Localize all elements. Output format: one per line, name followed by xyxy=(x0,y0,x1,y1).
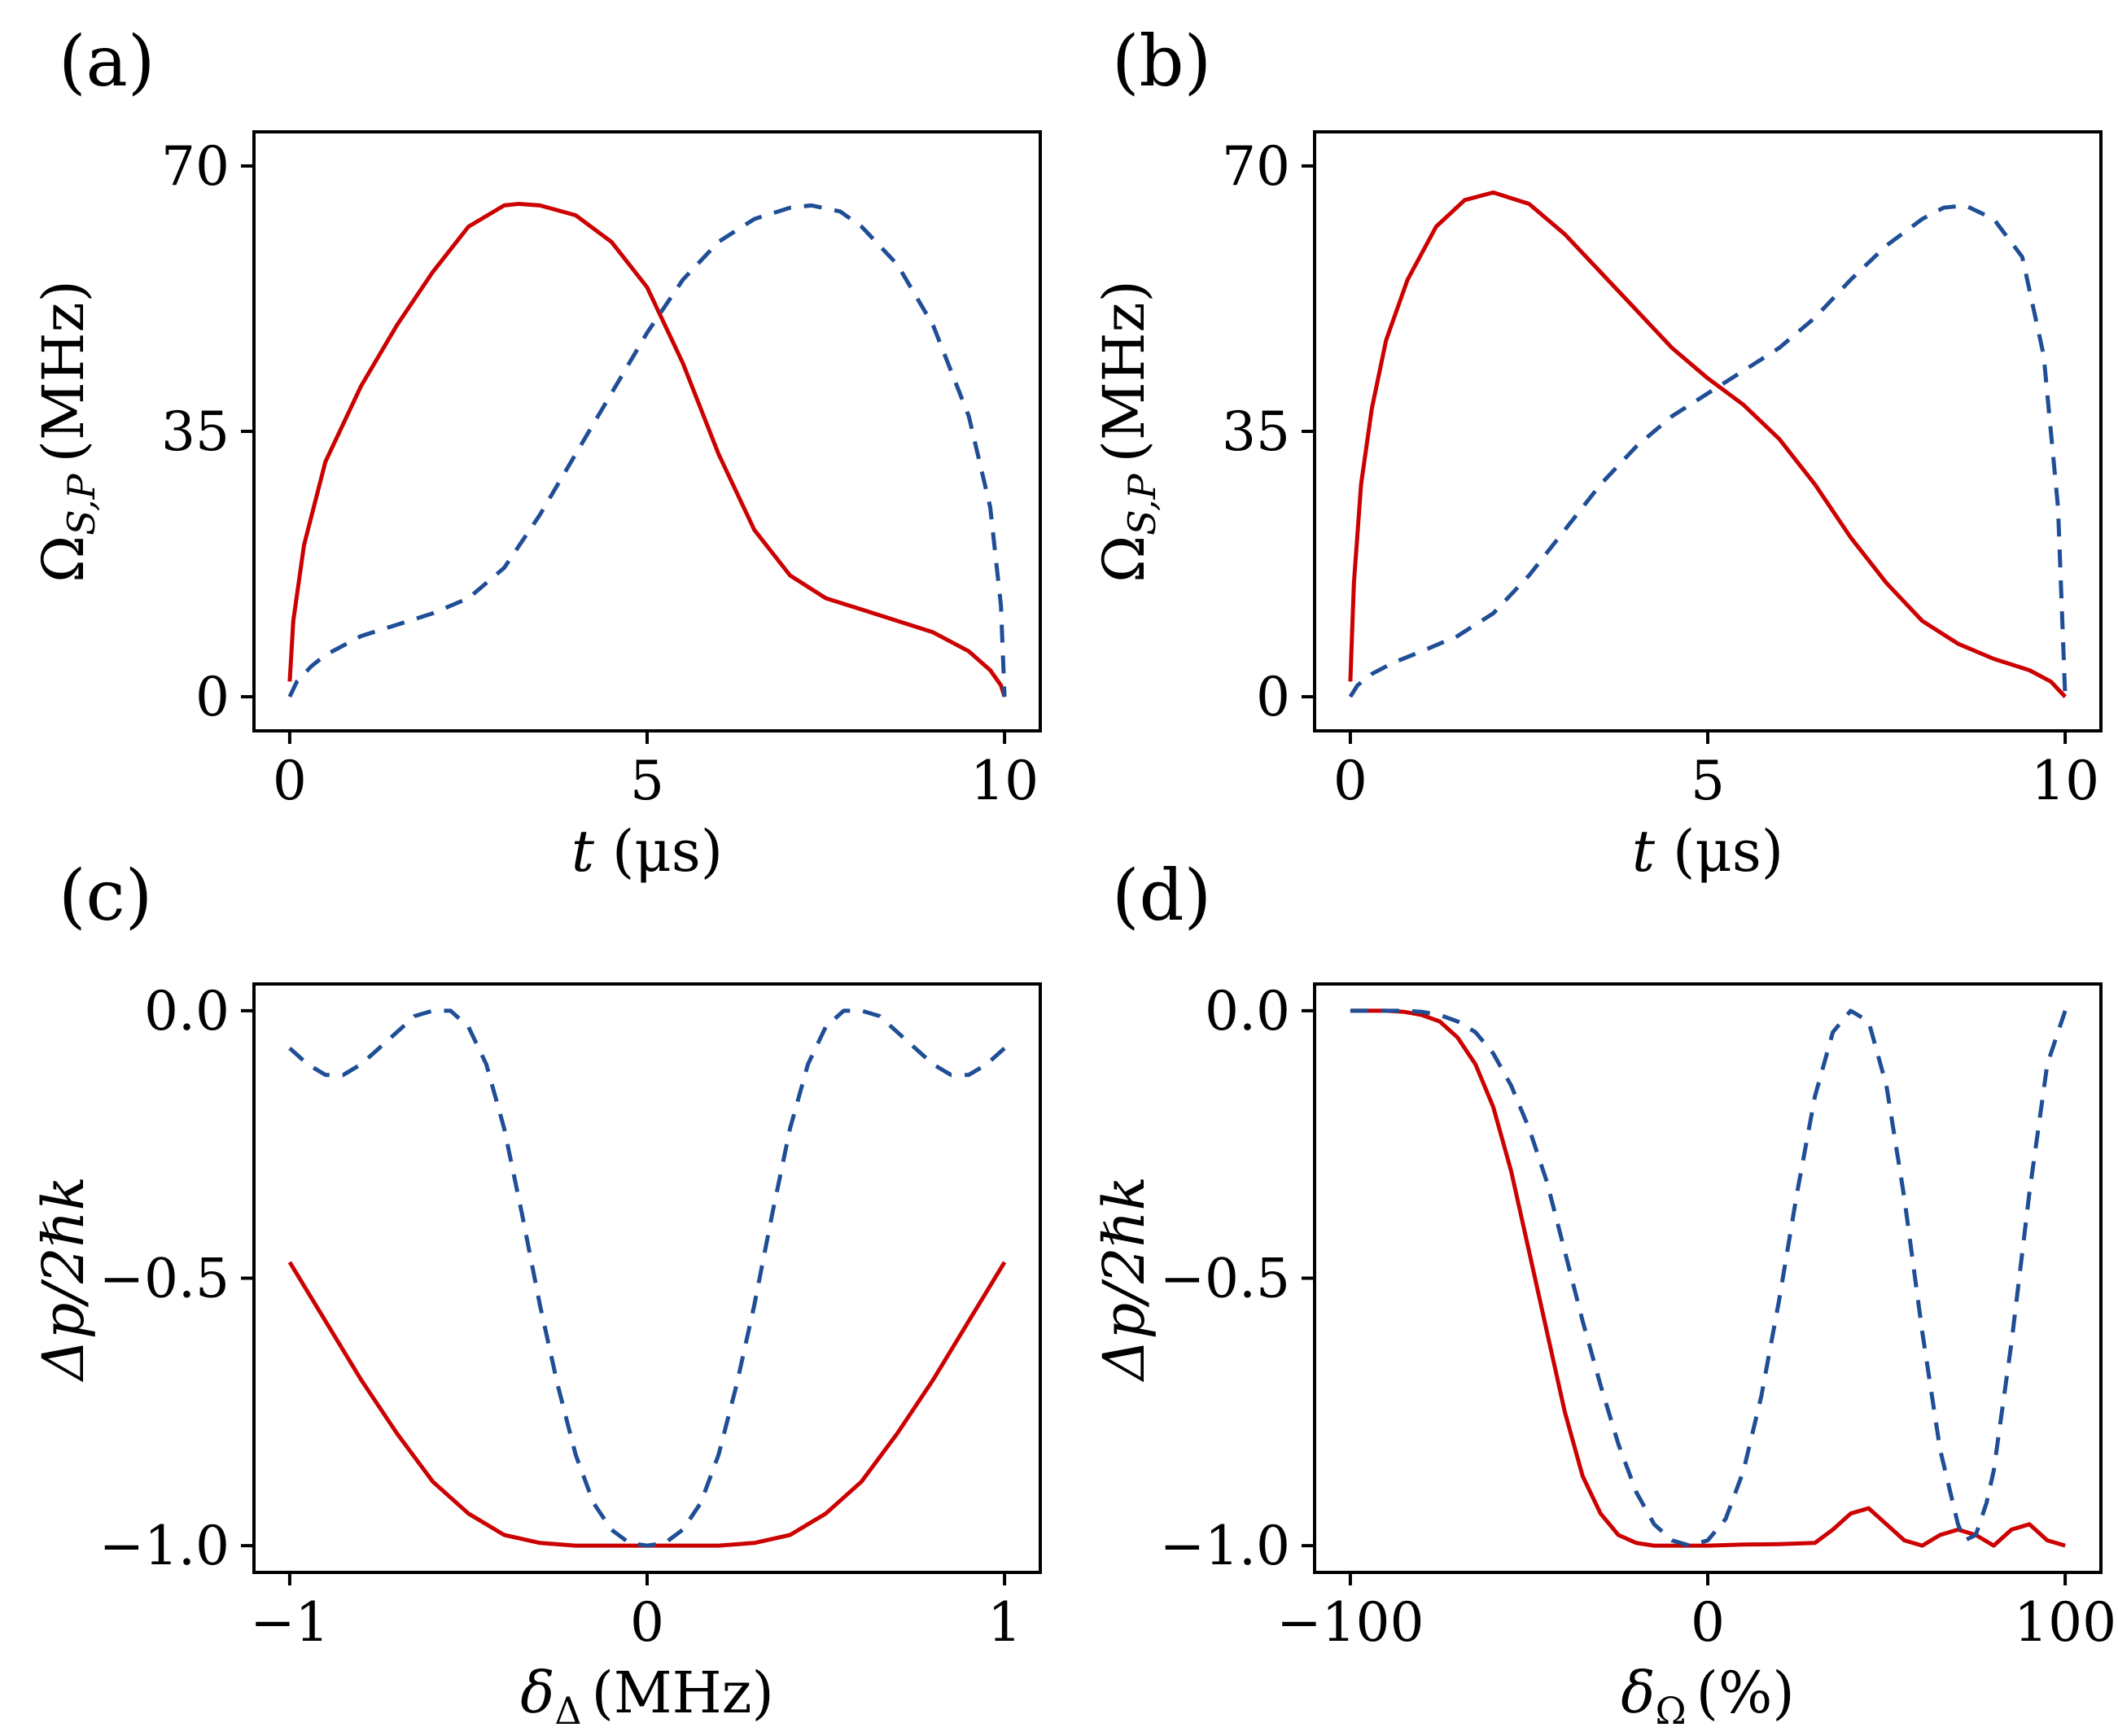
x-axis-label-unit: (MHz) xyxy=(592,1659,774,1726)
x-axis-label-symbol: δ xyxy=(520,1659,554,1726)
panel-label: (c) xyxy=(59,855,152,937)
panel-label: (b) xyxy=(1112,21,1211,103)
x-axis-label-unit: (%) xyxy=(1696,1659,1795,1726)
y-axis-label-unit: (MHz) xyxy=(30,280,97,462)
y-axis-label-symbol: Ω xyxy=(1091,536,1157,583)
y-axis-label-subscript: S,P xyxy=(1120,473,1164,535)
x-tick-label: 10 xyxy=(2031,750,2099,812)
y-tick-label: −1.0 xyxy=(99,1515,230,1577)
y-axis-label: ΩS,P (MHz) xyxy=(1091,280,1164,583)
axes-frame xyxy=(1313,130,2103,732)
series-solid-line xyxy=(287,202,1007,697)
x-axis-label: δΔ (MHz) xyxy=(520,1659,774,1733)
x-tick-label: −1 xyxy=(250,1591,329,1654)
y-axis-label-unit: (MHz) xyxy=(1091,280,1157,462)
y-axis-label-symbol: Δp/2ℏk xyxy=(30,1176,97,1383)
axes-frame xyxy=(252,982,1042,1574)
x-axis-label-unit: (μs) xyxy=(612,818,723,885)
x-tick-label: 1 xyxy=(987,1591,1022,1654)
series-dashed-line xyxy=(1350,1008,2068,1548)
x-tick-label: 5 xyxy=(1691,750,1725,812)
y-tick-label: 70 xyxy=(1222,135,1290,198)
x-axis-label-subscript: Ω xyxy=(1655,1689,1686,1733)
y-axis-label-symbol: Δp/2ℏk xyxy=(1091,1176,1157,1383)
x-tick-label: 0 xyxy=(1333,750,1368,812)
x-axis-label-unit: (μs) xyxy=(1673,818,1783,885)
series-dashed-line xyxy=(1348,203,2068,698)
panel-1: (b) 0 5 10 0 35 70 t (μs) ΩS,P (MHz) xyxy=(1091,21,2103,885)
y-tick-label: 0.0 xyxy=(144,980,230,1043)
series-solid-line xyxy=(1350,1008,2066,1548)
y-axis-label-subscript: S,P xyxy=(59,473,103,535)
x-axis-label: t (μs) xyxy=(571,818,723,885)
panel-label: (a) xyxy=(59,21,155,103)
y-tick-label: −1.0 xyxy=(1160,1515,1290,1577)
series-solid-line xyxy=(1348,190,2067,698)
series-dashed-line xyxy=(288,1008,1006,1548)
x-axis-label-symbol: t xyxy=(1632,818,1656,885)
panel-2: (c) −1 0 1 −1.0 −0.5 0.0 δΔ (MHz) Δp/2ℏk xyxy=(30,855,1042,1733)
x-axis-label: t (μs) xyxy=(1632,818,1783,885)
series-solid-line xyxy=(287,1261,1007,1548)
y-axis-label: Δp/2ℏk xyxy=(30,1176,97,1383)
x-tick-label: 0 xyxy=(1691,1591,1725,1654)
x-tick-label: 5 xyxy=(630,750,664,812)
panel-label: (d) xyxy=(1112,855,1211,937)
x-tick-label: 0 xyxy=(630,1591,664,1654)
x-tick-label: 10 xyxy=(970,750,1039,812)
y-tick-label: −0.5 xyxy=(1160,1248,1290,1310)
y-axis-label: ΩS,P (MHz) xyxy=(30,280,103,583)
x-axis-label-subscript: Δ xyxy=(554,1689,581,1733)
y-tick-label: 0 xyxy=(195,666,230,728)
y-axis-label-symbol: Ω xyxy=(30,536,97,583)
y-tick-label: 0.0 xyxy=(1205,980,1290,1043)
y-axis-label: Δp/2ℏk xyxy=(1091,1176,1157,1383)
y-tick-label: 0 xyxy=(1256,666,1290,728)
x-tick-label: 0 xyxy=(273,750,307,812)
y-tick-label: 35 xyxy=(1222,400,1290,463)
panel-0: (a) 0 5 10 0 35 70 t (μs) ΩS,P (MHz) xyxy=(30,21,1042,885)
axes-frame xyxy=(252,130,1042,732)
panel-3: (d) −100 0 100 −1.0 −0.5 0.0 δΩ (%) Δp/2ℏk xyxy=(1091,855,2116,1733)
x-tick-label: −100 xyxy=(1276,1591,1424,1654)
y-tick-label: 35 xyxy=(161,400,230,463)
series-dashed-line xyxy=(287,203,1007,698)
y-tick-label: 70 xyxy=(161,135,230,198)
x-axis-label-symbol: t xyxy=(571,818,595,885)
y-tick-label: −0.5 xyxy=(99,1248,230,1310)
x-tick-label: 100 xyxy=(2014,1591,2116,1654)
x-axis-label-symbol: δ xyxy=(1621,1659,1655,1726)
axes-frame xyxy=(1313,982,2103,1574)
x-axis-label: δΩ (%) xyxy=(1621,1659,1794,1733)
